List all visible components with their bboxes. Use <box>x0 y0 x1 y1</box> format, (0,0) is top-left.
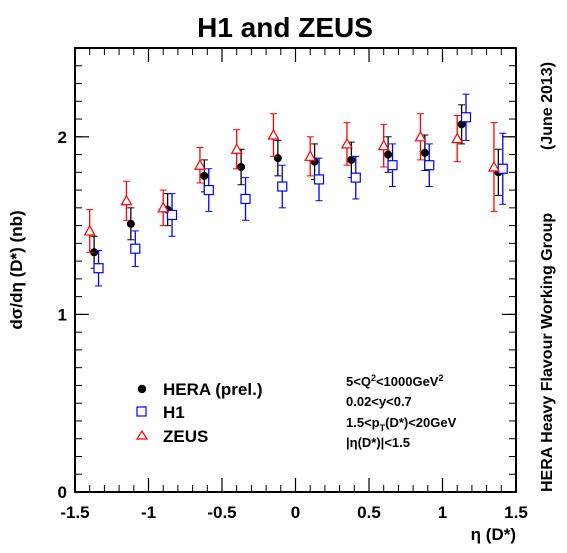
series-zeus <box>83 113 500 253</box>
data-point <box>93 263 104 274</box>
data-point <box>267 128 280 140</box>
data-point <box>347 155 356 164</box>
data-point <box>451 132 464 144</box>
data-point <box>83 224 96 236</box>
legend-marker-hera <box>137 384 147 394</box>
data-point <box>200 171 209 180</box>
x-tick-label: 1.5 <box>504 503 528 522</box>
x-tick-label: 0 <box>291 503 300 522</box>
data-point <box>350 172 361 183</box>
data-point <box>240 193 251 205</box>
data-point <box>313 174 325 185</box>
data-point <box>457 120 466 129</box>
chart-title: H1 and ZEUS <box>197 12 373 43</box>
cut-eta: |η(D*)|<1.5 <box>346 435 410 450</box>
data-point <box>130 243 141 254</box>
legend-marker-zeus <box>135 429 149 440</box>
data-point <box>497 163 508 174</box>
data-point <box>193 158 206 170</box>
series-h1 <box>93 93 508 287</box>
cuts-box: 5<Q2<1000GeV2 0.02<y<0.7 1.5<pT(D*)<20Ge… <box>346 373 457 450</box>
y-tick-label: 0 <box>58 483 67 502</box>
legend-label-zeus: ZEUS <box>163 427 208 446</box>
data-marks <box>83 93 508 287</box>
data-point <box>237 162 246 171</box>
data-point <box>230 142 243 154</box>
data-point <box>120 194 133 206</box>
data-point <box>387 160 398 171</box>
legend: HERA (prel.) H1 ZEUS <box>135 380 263 446</box>
date-label: (June 2013) <box>539 62 556 150</box>
cut-q2: 5<Q2<1000GeV2 <box>346 373 444 389</box>
data-point <box>487 160 500 172</box>
cut-pt: 1.5<pT(D*)<20GeV <box>346 415 457 433</box>
working-group-label: HERA Heavy Flavour Working Group <box>539 213 556 492</box>
legend-label-h1: H1 <box>163 403 185 422</box>
data-point <box>424 160 435 171</box>
data-point <box>277 181 288 192</box>
axis-ticks: -1.5 -1 -0.5 0 0.5 1 1.5 0 1 2 <box>58 47 528 522</box>
legend-marker-h1 <box>136 406 147 417</box>
x-tick-label: 0.5 <box>357 503 381 522</box>
data-point <box>414 130 427 142</box>
x-tick-label: 1 <box>438 503 447 522</box>
data-point <box>377 139 390 151</box>
data-point <box>340 137 353 149</box>
x-tick-label: -1 <box>141 503 156 522</box>
data-point <box>304 150 317 161</box>
x-axis-label: η (D*) <box>471 525 516 544</box>
x-tick-label: -1.5 <box>60 503 89 522</box>
data-point <box>384 150 393 159</box>
x-tick-label: -0.5 <box>207 503 236 522</box>
data-point <box>157 201 170 213</box>
data-point <box>126 219 135 228</box>
series-hera-prel <box>90 104 503 269</box>
data-point <box>203 184 214 196</box>
data-point <box>460 112 472 123</box>
data-point <box>166 209 178 221</box>
y-tick-label: 2 <box>58 128 67 147</box>
data-point <box>273 154 282 163</box>
data-point <box>420 148 429 157</box>
y-axis-label: dσ/dη (D*) (nb) <box>7 210 26 329</box>
cut-y: 0.02<y<0.7 <box>346 394 412 409</box>
y-tick-label: 1 <box>58 305 67 324</box>
legend-label-hera: HERA (prel.) <box>163 380 263 399</box>
